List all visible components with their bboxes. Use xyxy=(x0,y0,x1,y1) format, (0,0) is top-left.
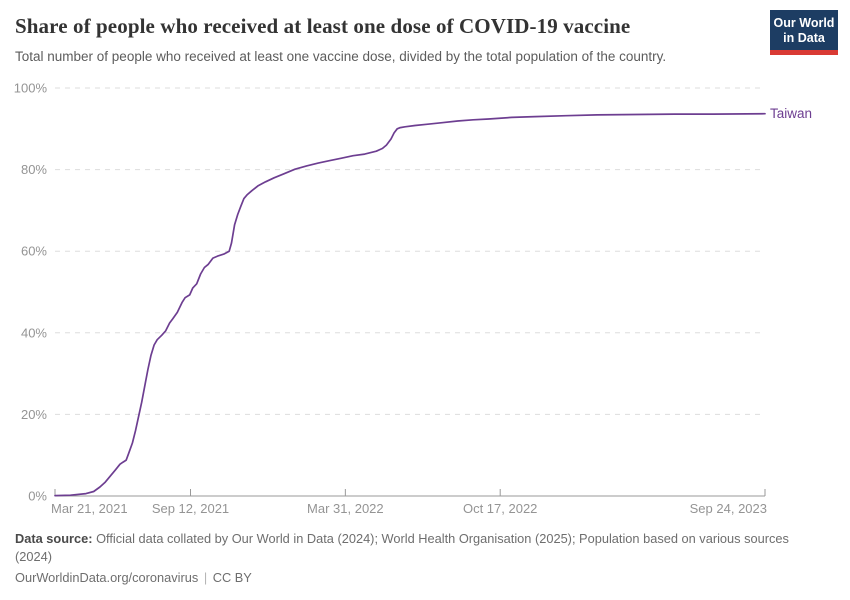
data-source-text: Official data collated by Our World in D… xyxy=(15,531,789,564)
license-text: CC BY xyxy=(212,570,252,585)
y-tick-label: 20% xyxy=(21,407,47,422)
page-title: Share of people who received at least on… xyxy=(15,14,631,38)
y-tick-label: 80% xyxy=(21,162,47,177)
y-tick-label: 40% xyxy=(21,325,47,340)
x-tick-label: Sep 12, 2021 xyxy=(152,501,229,516)
owid-logo[interactable]: Our World in Data xyxy=(770,10,838,55)
series-label-taiwan[interactable]: Taiwan xyxy=(770,106,812,121)
owid-logo-line2: in Data xyxy=(783,31,825,45)
data-source-label: Data source: xyxy=(15,531,93,546)
y-tick-label: 60% xyxy=(21,244,47,259)
x-tick-label: Mar 21, 2021 xyxy=(51,501,128,516)
owid-logo-line1: Our World xyxy=(773,16,835,30)
owid-url-link[interactable]: OurWorldinData.org/coronavirus xyxy=(15,570,199,585)
x-tick-label: Sep 24, 2023 xyxy=(690,501,767,516)
chart-footer: Data source: Official data collated by O… xyxy=(15,530,815,587)
page-subtitle: Total number of people who received at l… xyxy=(15,49,667,64)
x-tick-label: Mar 31, 2022 xyxy=(307,501,384,516)
x-tick-label: Oct 17, 2022 xyxy=(463,501,537,516)
license-line: OurWorldinData.org/coronavirus | CC BY xyxy=(15,569,815,587)
y-tick-label: 0% xyxy=(28,489,47,504)
footer-separator: | xyxy=(203,570,208,585)
data-source-line: Data source: Official data collated by O… xyxy=(15,530,815,565)
series-line-taiwan[interactable] xyxy=(54,112,766,497)
y-tick-label: 100% xyxy=(14,81,48,96)
